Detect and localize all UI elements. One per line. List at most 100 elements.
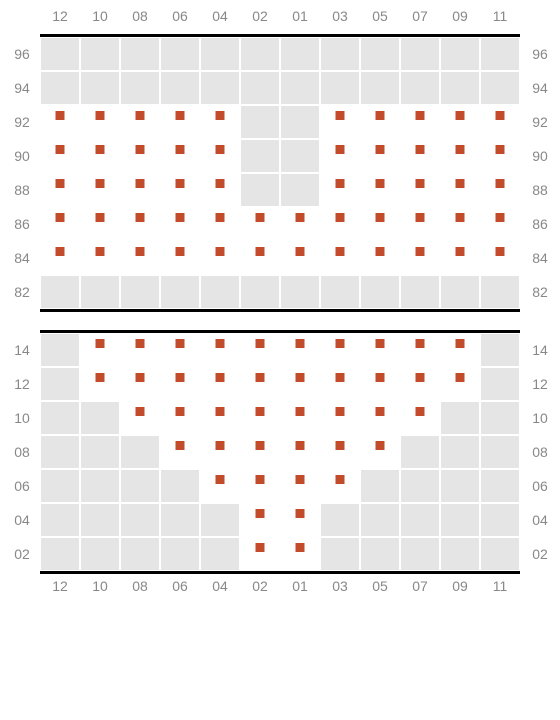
marker	[256, 543, 265, 552]
cell	[80, 241, 120, 275]
cell	[360, 367, 400, 401]
cell	[240, 173, 280, 207]
cell	[40, 503, 80, 537]
cell	[480, 207, 520, 241]
cell	[320, 537, 360, 571]
cell	[480, 435, 520, 469]
marker	[216, 247, 225, 256]
marker	[336, 373, 345, 382]
marker	[296, 373, 305, 382]
col-label-bottom: 12	[40, 578, 80, 594]
marker	[376, 247, 385, 256]
cell	[40, 207, 80, 241]
cell	[40, 435, 80, 469]
marker	[256, 373, 265, 382]
marker	[376, 407, 385, 416]
marker	[416, 145, 425, 154]
row-label-left: 04	[8, 503, 36, 537]
cell	[280, 367, 320, 401]
cell	[80, 173, 120, 207]
cell	[40, 401, 80, 435]
marker	[456, 339, 465, 348]
cell	[80, 367, 120, 401]
col-label-top: 10	[80, 8, 120, 24]
cell	[200, 139, 240, 173]
marker	[376, 179, 385, 188]
row-label-right: 88	[526, 173, 554, 207]
marker	[456, 145, 465, 154]
row-label-right: 90	[526, 139, 554, 173]
cell	[160, 333, 200, 367]
marker	[216, 441, 225, 450]
marker	[296, 339, 305, 348]
cell	[240, 469, 280, 503]
cell	[400, 469, 440, 503]
marker	[96, 111, 105, 120]
marker	[496, 145, 505, 154]
cell	[120, 333, 160, 367]
cell	[440, 37, 480, 71]
row-label-right: 02	[526, 537, 554, 571]
cell	[80, 435, 120, 469]
marker	[296, 475, 305, 484]
cell	[440, 139, 480, 173]
cell	[40, 173, 80, 207]
marker	[96, 145, 105, 154]
marker	[296, 213, 305, 222]
cell	[400, 503, 440, 537]
marker	[256, 339, 265, 348]
cell	[120, 367, 160, 401]
row-label-left: 14	[8, 333, 36, 367]
cell	[480, 469, 520, 503]
marker	[56, 145, 65, 154]
cell	[400, 105, 440, 139]
cell	[120, 173, 160, 207]
marker	[216, 111, 225, 120]
cell	[320, 173, 360, 207]
marker	[176, 111, 185, 120]
marker	[56, 179, 65, 188]
cell	[200, 71, 240, 105]
marker	[336, 339, 345, 348]
cell	[280, 139, 320, 173]
cell	[40, 537, 80, 571]
cell	[160, 105, 200, 139]
cell	[480, 537, 520, 571]
cell	[120, 139, 160, 173]
marker	[416, 247, 425, 256]
marker	[296, 441, 305, 450]
cell	[480, 367, 520, 401]
row-label-left: 02	[8, 537, 36, 571]
cell	[400, 139, 440, 173]
cell	[200, 469, 240, 503]
row-label-right: 06	[526, 469, 554, 503]
cell	[120, 105, 160, 139]
cell	[160, 401, 200, 435]
cell	[480, 275, 520, 309]
cell	[280, 435, 320, 469]
row-label-left: 94	[8, 71, 36, 105]
cell	[320, 105, 360, 139]
marker	[56, 111, 65, 120]
marker	[416, 373, 425, 382]
marker	[96, 373, 105, 382]
cell	[280, 333, 320, 367]
cell	[320, 367, 360, 401]
cell	[280, 241, 320, 275]
cell	[80, 469, 120, 503]
row-label-left: 82	[8, 275, 36, 309]
cell	[400, 435, 440, 469]
marker	[336, 145, 345, 154]
cell	[360, 241, 400, 275]
cell	[160, 207, 200, 241]
cell	[80, 333, 120, 367]
cell	[200, 367, 240, 401]
cell	[200, 173, 240, 207]
marker	[56, 213, 65, 222]
cell	[160, 37, 200, 71]
cell	[360, 275, 400, 309]
marker	[456, 111, 465, 120]
col-label-bottom: 09	[440, 578, 480, 594]
cell	[320, 333, 360, 367]
cell	[200, 241, 240, 275]
